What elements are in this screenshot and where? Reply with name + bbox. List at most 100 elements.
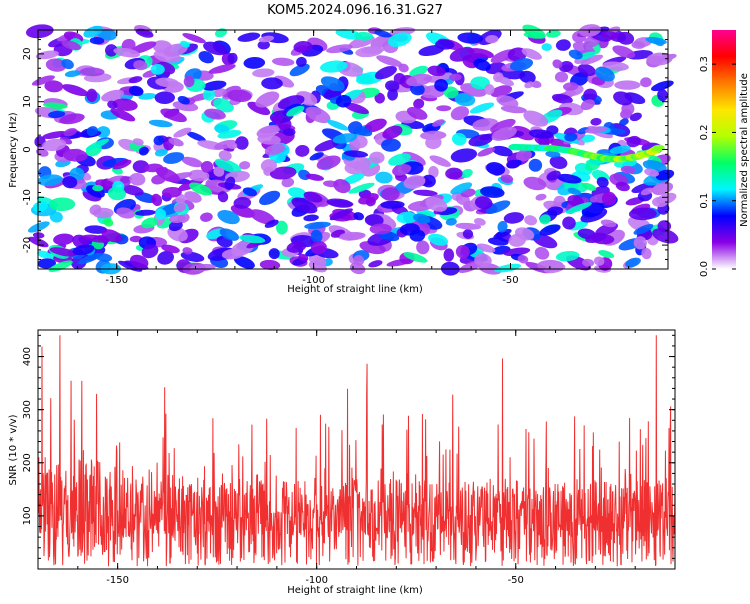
spectrogram-blob xyxy=(291,197,318,214)
spectrogram-blob xyxy=(226,141,238,150)
spectrogram-blob xyxy=(224,176,236,190)
spectrogram-blob xyxy=(473,218,486,226)
spectrogram-blob xyxy=(406,106,428,120)
x-tick-label: -100 xyxy=(302,275,325,286)
spectrogram-blob xyxy=(474,253,492,268)
figure-title: KOM5.2024.096.16.31.G27 xyxy=(267,3,443,18)
spectrogram-blob xyxy=(121,184,144,196)
spectrogram-blob xyxy=(112,98,138,111)
spectrogram-blob xyxy=(182,33,206,44)
spectrogram-blob xyxy=(242,187,257,197)
spectrogram-blob xyxy=(227,89,252,102)
spectrogram-blob xyxy=(200,160,214,173)
spectrogram-blob xyxy=(541,43,552,51)
spectrogram-blob xyxy=(517,254,529,264)
x-tick-label: -150 xyxy=(105,275,128,286)
spectrogram-blob xyxy=(181,156,203,168)
spectrogram-blob xyxy=(493,72,504,83)
spectrogram-blob xyxy=(555,39,571,51)
spectrogram-blob xyxy=(425,196,448,212)
spectrogram-blob xyxy=(564,132,578,142)
spectrogram-blob xyxy=(413,213,431,224)
spectrogram-blob xyxy=(255,91,280,108)
spectrogram-blob xyxy=(450,148,478,163)
spectrogram-blob xyxy=(128,76,143,84)
spectrogram-blob xyxy=(239,161,251,170)
spectrogram-blob xyxy=(546,170,561,181)
spectrogram-blob xyxy=(259,190,281,206)
spectrogram-blob xyxy=(184,191,202,203)
spectrogram-blob xyxy=(490,85,513,98)
spectrogram-blob xyxy=(62,148,88,162)
colorbar-ticks: 0.0 0.1 0.2 0.3 xyxy=(699,56,736,277)
spectrogram-blob xyxy=(563,82,579,91)
spectrogram-blob xyxy=(406,73,433,87)
spectrogram-blob xyxy=(286,105,305,117)
spectrogram-blob xyxy=(157,250,174,265)
snr-series-line xyxy=(38,335,675,567)
spectrogram-blob xyxy=(443,248,455,262)
spectrogram-blob xyxy=(568,220,589,231)
spectrogram-y-label: Frequency (Hz) xyxy=(8,112,19,188)
spectrogram-blob xyxy=(539,224,561,236)
spectrogram-blob xyxy=(256,125,280,138)
spectrogram-blob xyxy=(474,196,493,210)
spectrogram-blob xyxy=(116,207,135,219)
snr-y-label: SNR (10 * v/v) xyxy=(8,414,19,485)
spectrogram-blob xyxy=(585,232,607,243)
spectrogram-blob xyxy=(150,63,165,75)
spectrogram-blob xyxy=(153,135,165,146)
spectrogram-blob xyxy=(48,197,76,212)
spectrogram-blob xyxy=(42,138,67,152)
spectrogram-blob xyxy=(180,40,190,48)
spectrogram-blob xyxy=(155,208,167,220)
spectrogram-blob xyxy=(567,187,582,196)
spectrogram-blob xyxy=(217,210,240,225)
spectrogram-blob xyxy=(484,84,495,95)
spectrogram-blob xyxy=(613,91,633,106)
spectrogram-blob xyxy=(261,77,283,90)
spectrogram-blob xyxy=(467,48,494,59)
spectrogram-blob xyxy=(450,182,473,195)
spectrogram-blob xyxy=(596,176,609,188)
spectrogram-blob xyxy=(376,55,403,67)
spectrogram-blob xyxy=(600,219,617,228)
spectrogram-blob xyxy=(436,105,452,112)
spectrogram-image xyxy=(25,24,679,276)
spectrogram-blob xyxy=(620,165,636,174)
spectrogram-blob xyxy=(235,136,249,150)
spectrogram-blob xyxy=(565,202,592,214)
spectrogram-blob xyxy=(148,119,173,128)
spectrogram-blob xyxy=(283,128,296,137)
spectrogram-blob xyxy=(584,126,608,134)
spectrogram-blob xyxy=(135,28,154,38)
spectrogram-blob xyxy=(332,133,358,144)
spectrogram-blob xyxy=(558,61,574,73)
spectrogram-blob xyxy=(652,196,668,208)
spectrogram-blob xyxy=(61,84,89,97)
spectrogram-blob xyxy=(580,54,604,65)
spectrogram-blob xyxy=(375,171,393,184)
spectrogram-blob xyxy=(425,135,442,150)
spectrogram-x-ticks: -150 -100 -50 xyxy=(37,30,669,286)
spectrogram-blob xyxy=(434,78,448,92)
spectrogram-blob xyxy=(645,36,667,45)
snr-panel: -150 -100 -50 100 200 300 400 Height of strai… xyxy=(8,329,676,596)
spectrogram-blob xyxy=(161,244,180,254)
spectrogram-blob xyxy=(72,244,95,256)
spectrogram-blob xyxy=(163,152,185,164)
spectrogram-blob xyxy=(155,77,180,88)
spectrogram-blob xyxy=(657,88,668,102)
spectrogram-blob xyxy=(602,61,629,71)
spectrogram-blob xyxy=(577,64,596,76)
spectrogram-blob xyxy=(641,247,652,260)
spectrogram-blob xyxy=(151,193,163,207)
x-tick-label: -100 xyxy=(305,575,328,586)
spectrogram-blob xyxy=(600,30,619,40)
spectrogram-blob xyxy=(396,211,418,224)
spectrogram-blob xyxy=(519,70,536,84)
spectrogram-blob xyxy=(287,187,307,199)
spectrogram-blob xyxy=(177,95,190,105)
